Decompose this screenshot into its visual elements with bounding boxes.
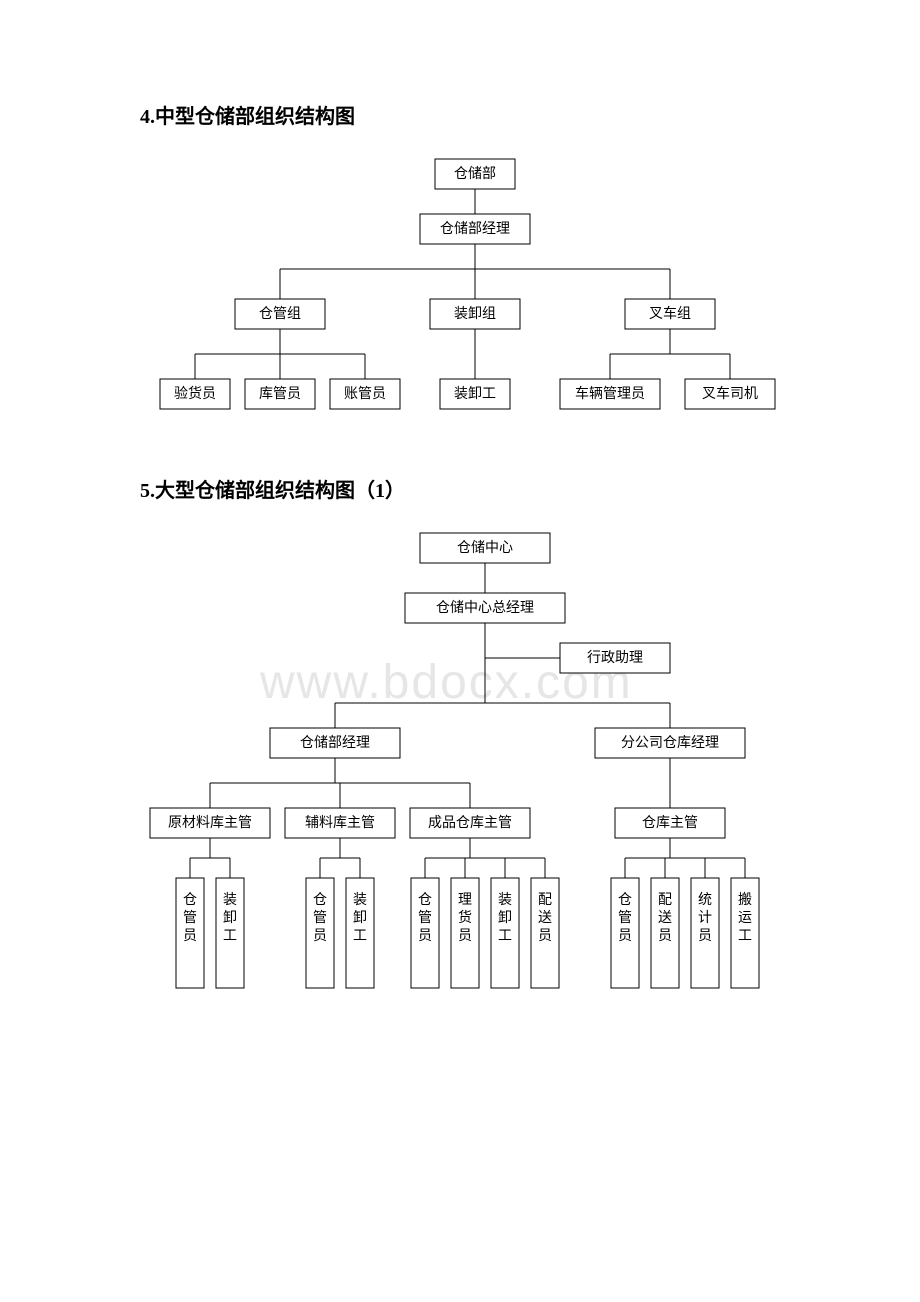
node-l6: 叉车司机: [702, 385, 758, 402]
n-s2: 辅料库主管: [305, 815, 375, 831]
node-g1: 仓管组: [259, 306, 301, 322]
section-5-text: 大型仓储部组织结构图（1）: [155, 480, 405, 502]
section-4-number: 4.: [140, 106, 155, 128]
n-s4: 仓库主管: [642, 815, 698, 831]
n-w4: 装卸工: [353, 892, 367, 944]
section-4-title: 4.中型仓储部组织结构图: [140, 100, 780, 129]
n-w5: 仓管员: [418, 892, 432, 944]
n-w10: 配送员: [658, 893, 672, 944]
n-m2: 分公司仓库经理: [621, 735, 719, 751]
node-l5: 车辆管理员: [575, 385, 645, 402]
n-asst: 行政助理: [587, 650, 643, 666]
n-w11: 统计员: [698, 892, 712, 944]
n-w3: 仓管员: [313, 892, 327, 944]
section-5-title: 5.大型仓储部组织结构图（1）: [140, 474, 780, 503]
n-root: 仓储中心: [457, 540, 513, 556]
n-w2: 装卸工: [223, 892, 237, 944]
n-w7: 装卸工: [498, 892, 512, 944]
n-s3: 成品仓库主管: [428, 815, 512, 831]
chart-4: 仓储部 仓储部经理 仓管组 装卸组 叉车组 验货员 库管员: [140, 154, 780, 444]
n-w9: 仓管员: [618, 892, 632, 944]
node-l4: 装卸工: [454, 386, 496, 402]
node-g3: 叉车组: [649, 305, 691, 322]
node-root: 仓储部: [454, 166, 496, 182]
n-gm: 仓储中心总经理: [436, 600, 534, 616]
chart-5: www.bdocx.com 仓储中心 仓储中心总经理 行政助理 仓储部经理 分公…: [140, 528, 820, 1028]
node-g2: 装卸组: [454, 306, 496, 322]
node-l3: 账管员: [344, 386, 386, 402]
n-s1: 原材料库主管: [168, 815, 252, 831]
section-4-text: 中型仓储部组织结构图: [155, 106, 355, 128]
node-mgr: 仓储部经理: [440, 221, 510, 237]
n-w6: 理货员: [458, 893, 472, 944]
n-w12: 搬运工: [738, 892, 752, 944]
section-5-number: 5.: [140, 480, 155, 502]
node-l2: 库管员: [259, 386, 301, 402]
n-w1: 仓管员: [183, 892, 197, 944]
n-w8: 配送员: [538, 893, 552, 944]
n-m1: 仓储部经理: [300, 735, 370, 751]
node-l1: 验货员: [174, 385, 216, 402]
